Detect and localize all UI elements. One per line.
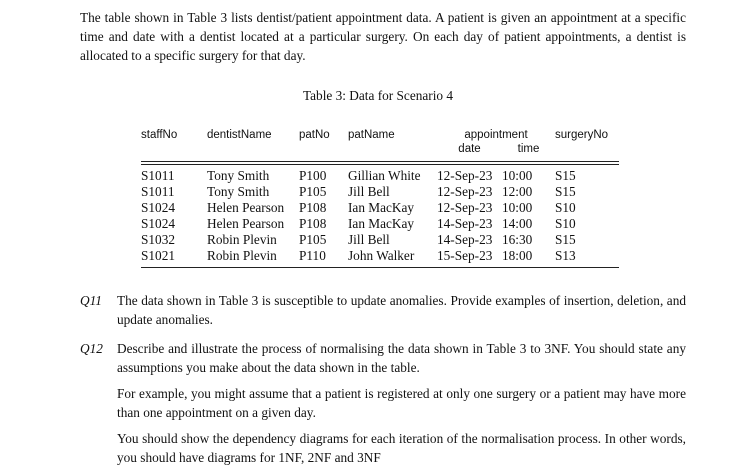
table-cell: P108 bbox=[299, 216, 327, 231]
table-cell: Helen Pearson bbox=[207, 200, 285, 215]
question-paragraph: Describe and illustrate the process of n… bbox=[117, 341, 686, 375]
table-cell: S15 bbox=[555, 184, 576, 199]
column-header: dentistName bbox=[207, 128, 272, 141]
column-header: patNo bbox=[299, 128, 330, 141]
column-header: appointment bbox=[464, 128, 528, 141]
table-cell: 10:00 bbox=[502, 200, 533, 215]
table-cell: S15 bbox=[555, 232, 576, 247]
table-row: S1021 Robin Plevin P110 John Walker 15-Sep-2… bbox=[141, 248, 620, 268]
table-cell: Robin Plevin bbox=[207, 232, 277, 247]
table-cell: S1011 bbox=[141, 168, 175, 183]
table-cell: S1024 bbox=[141, 200, 175, 215]
table-cell: Jill Bell bbox=[348, 232, 390, 247]
table-cell: 15-Sep-23 bbox=[437, 248, 502, 268]
table-cell: S1032 bbox=[141, 232, 175, 247]
subheader-row: date time bbox=[141, 143, 620, 165]
table-cell: 12-Sep-23 bbox=[437, 184, 493, 199]
question-paragraph: You should show the dependency diagrams … bbox=[117, 431, 686, 465]
column-header: patName bbox=[348, 128, 395, 141]
header-row: staffNo dentistName patNo patName appoin… bbox=[141, 126, 619, 143]
question: Q11 The data shown in Table 3 is suscept… bbox=[80, 291, 686, 336]
column-header: staffNo bbox=[141, 128, 178, 141]
table-cell: 18:00 bbox=[502, 248, 556, 268]
question-body: The data shown in Table 3 is susceptible… bbox=[117, 291, 686, 329]
table-cell: P105 bbox=[299, 232, 327, 247]
table-row: S1011 Tony Smith P105 Jill Bell 12-Sep-23 12:… bbox=[141, 184, 619, 200]
intro-paragraph: The table shown in Table 3 lists dentist… bbox=[80, 10, 686, 63]
question-label: Q12 bbox=[80, 341, 103, 356]
question-paragraph: For example, you might assume that a pat… bbox=[117, 386, 686, 420]
table-cell: 10:00 bbox=[502, 168, 533, 183]
table-cell: S1011 bbox=[141, 184, 175, 199]
table-cell: S15 bbox=[555, 168, 576, 183]
table-body: S1011 Tony Smith P100 Gillian White 12-Sep-2… bbox=[141, 163, 620, 268]
table-row: S1032 Robin Plevin P105 Jill Bell 14-Sep-23 1… bbox=[141, 232, 619, 248]
table-cell: 12-Sep-23 bbox=[437, 168, 493, 183]
table-cell: 14-Sep-23 bbox=[437, 232, 493, 247]
table-cell: 12-Sep-23 bbox=[437, 200, 493, 215]
table-cell: Gillian White bbox=[348, 168, 421, 183]
table-cell: John Walker bbox=[348, 248, 437, 268]
table-cell: Tony Smith bbox=[207, 184, 270, 199]
table-row: S1024 Helen Pearson P108 Ian MacKay 12-Sep-2… bbox=[141, 200, 619, 216]
table-row: S1024 Helen Pearson P108 Ian MacKay 14-Sep-2… bbox=[141, 216, 619, 232]
column-subheader: time bbox=[502, 143, 556, 165]
table-cell: S1021 bbox=[141, 248, 207, 268]
column-header: surgeryNo bbox=[555, 128, 609, 141]
table-cell: P105 bbox=[299, 184, 327, 199]
table-cell: Ian MacKay bbox=[348, 200, 415, 215]
table-row: S1011 Tony Smith P100 Gillian White 12-Sep-2… bbox=[141, 163, 619, 184]
question-body: Describe and illustrate the process of n… bbox=[117, 339, 686, 467]
table-cell: Tony Smith bbox=[207, 168, 270, 183]
table-cell: S10 bbox=[555, 216, 576, 231]
data-table: staffNo dentistName patNo patName appoin… bbox=[141, 126, 620, 268]
table-cell: S1024 bbox=[141, 216, 175, 231]
table-cell: 14:00 bbox=[502, 216, 533, 231]
table-cell: S10 bbox=[555, 200, 576, 215]
table-cell: Helen Pearson bbox=[207, 216, 285, 231]
question-paragraph: The data shown in Table 3 is susceptible… bbox=[117, 293, 686, 327]
table-cell: Jill Bell bbox=[348, 184, 390, 199]
column-subheader: date bbox=[437, 143, 502, 165]
table-cell: P100 bbox=[299, 168, 327, 183]
question-label: Q11 bbox=[80, 293, 102, 308]
table-cell: 14-Sep-23 bbox=[437, 216, 493, 231]
table-cell: Robin Plevin bbox=[207, 248, 299, 268]
table-caption: Table 3: Data for Scenario 4 bbox=[302, 88, 454, 103]
table-cell: P108 bbox=[299, 200, 327, 215]
table-cell: 12:00 bbox=[502, 184, 533, 199]
table-cell: Ian MacKay bbox=[348, 216, 415, 231]
table-cell: 16:30 bbox=[502, 232, 533, 247]
table-cell: P110 bbox=[299, 248, 348, 268]
question: Q12 Describe and illustrate the process … bbox=[80, 339, 686, 474]
table-cell: S13 bbox=[555, 248, 620, 268]
